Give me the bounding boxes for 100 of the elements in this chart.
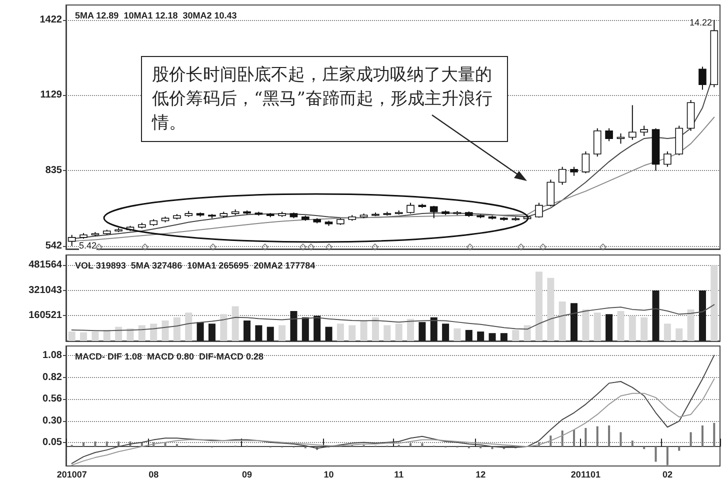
bar (80, 332, 88, 341)
bar (676, 328, 683, 341)
candlestick (593, 128, 602, 158)
bar (314, 316, 321, 341)
bar (678, 446, 680, 451)
bar (710, 265, 718, 341)
bar (640, 317, 648, 341)
bar (302, 317, 309, 341)
bar (138, 325, 146, 341)
text: MACD- DIF 1.08 MACD 0.80 DIF-MACD 0.28 (75, 352, 264, 362)
x-tick-label: 10 (324, 470, 334, 480)
y-tick-label: 1.08 (42, 350, 62, 361)
text: VOL 319893 5MA 327486 10MA1 265695 20MA2 177784 (75, 260, 316, 270)
bar (687, 309, 694, 341)
bar (266, 326, 274, 341)
bar (244, 320, 251, 341)
bar (290, 311, 298, 341)
bar (232, 306, 239, 341)
bar (103, 330, 110, 341)
bar (535, 272, 542, 341)
bar (666, 446, 668, 466)
annotation: 5.42 (79, 240, 97, 250)
bar (500, 333, 508, 341)
bar (395, 324, 402, 341)
candlestick (605, 128, 613, 142)
candlestick (664, 150, 672, 168)
bar (561, 430, 564, 447)
y-tick-label: 542 (45, 240, 62, 252)
bar (173, 317, 180, 341)
bar (547, 278, 554, 341)
x-tick-label: 12 (476, 470, 486, 480)
candlestick (430, 205, 438, 219)
candlestick (406, 202, 414, 214)
bar (617, 311, 624, 341)
bar (594, 312, 601, 341)
bar (255, 325, 262, 341)
y-tick-label: 0.82 (42, 372, 62, 383)
bar (336, 324, 344, 341)
bar (454, 328, 461, 341)
bar (643, 446, 646, 450)
bar (584, 428, 587, 447)
bar (220, 314, 228, 341)
bar (185, 312, 192, 341)
bar (92, 332, 99, 341)
bar (582, 309, 590, 341)
y-tick-label: 835 (45, 165, 62, 176)
y-tick-label: 1129 (40, 90, 62, 101)
bar (442, 324, 450, 341)
bar (162, 320, 169, 341)
bar (421, 443, 424, 447)
line-series (71, 378, 715, 466)
bar (606, 314, 613, 341)
x-tick-label: 02 (662, 470, 672, 480)
bar (360, 320, 368, 341)
y-tick-label: 0.30 (42, 416, 62, 427)
bar (118, 441, 120, 447)
bar (620, 432, 622, 447)
annotation: 股价长时间卧底不起，庄家成功吸纳了大量的低价筹码后，“黑马”奋蹄而起，形成主升浪行情。 (141, 56, 508, 142)
bar (573, 430, 576, 447)
y-tick-label: 0.05 (42, 436, 62, 448)
bar (628, 316, 636, 341)
bar (698, 290, 706, 341)
bar (608, 425, 610, 447)
bar (196, 322, 204, 341)
bar (512, 330, 520, 341)
bar (664, 324, 671, 341)
candlestick (616, 132, 625, 144)
bar (348, 325, 356, 341)
bar (430, 317, 438, 341)
bar (418, 322, 426, 341)
bar (558, 302, 566, 341)
y-tick-label: 160521 (28, 310, 62, 322)
x-tick-label: 201007 (56, 470, 87, 480)
bar (596, 426, 598, 447)
candlestick (558, 166, 566, 186)
bar (550, 436, 552, 447)
x-tick-label: 201101 (570, 470, 600, 480)
bar (372, 317, 379, 341)
bar (126, 328, 134, 341)
x-tick-label: 11 (394, 470, 404, 480)
bar (465, 330, 472, 341)
bar (115, 326, 122, 341)
bar (106, 441, 108, 447)
bar (652, 290, 660, 341)
y-tick-label: 1422 (40, 14, 62, 26)
bar (488, 333, 496, 341)
bar (68, 332, 76, 341)
bar (701, 425, 704, 447)
candlestick (628, 104, 636, 140)
candlestick (698, 66, 706, 90)
bar (384, 325, 391, 341)
bar (176, 444, 178, 447)
bar (570, 303, 578, 341)
y-tick-label: 321043 (28, 284, 62, 296)
y-tick-label: 0.56 (42, 394, 62, 405)
candlestick (582, 150, 590, 174)
x-tick-label: 08 (148, 470, 159, 480)
text: 5MA 12.89 10MA1 12.18 30MA2 10.43 (75, 10, 237, 20)
bar (325, 326, 332, 341)
bar (407, 318, 414, 341)
